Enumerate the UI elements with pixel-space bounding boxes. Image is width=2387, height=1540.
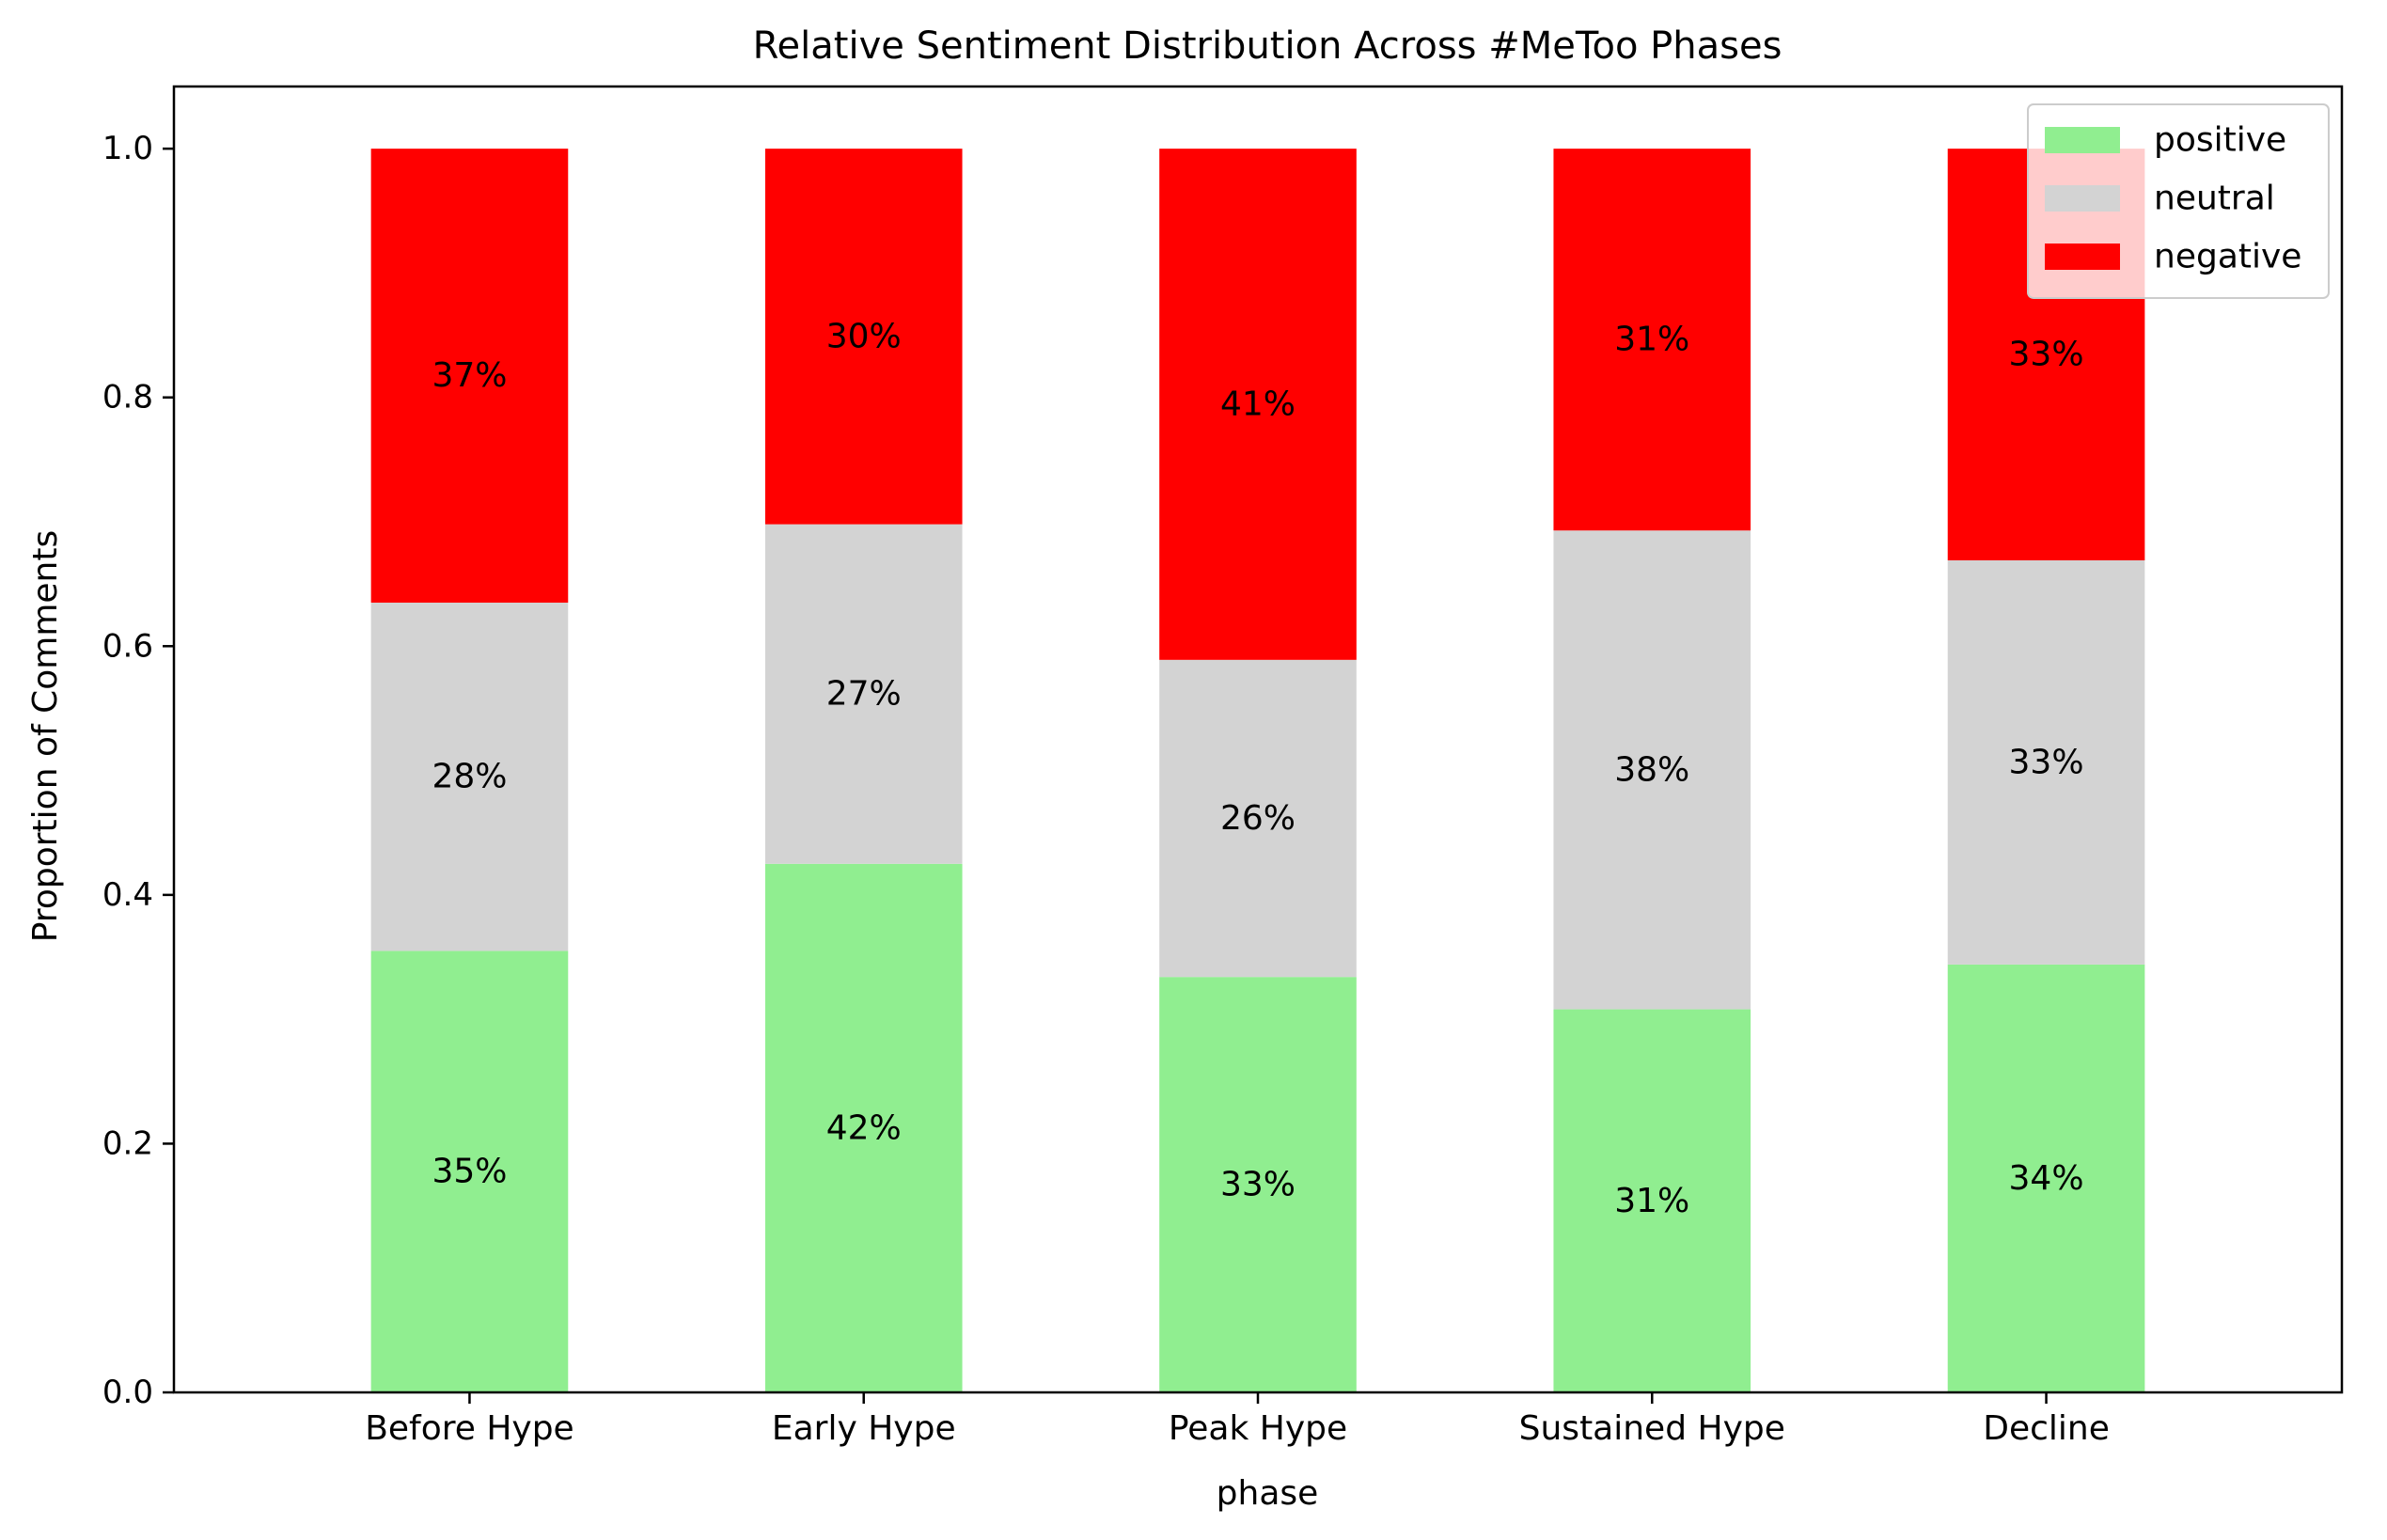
y-tick-label: 0.0: [102, 1374, 153, 1411]
x-tick-label: Before Hype: [365, 1409, 574, 1448]
bar-labels-layer: 35% 42% 33% 31% 34% 28% 27% 26% 38% 33% 37% 30% 41% 3…: [432, 317, 2083, 1219]
y-tick-label: 0.8: [102, 379, 153, 416]
bar-neutral-0: [370, 602, 569, 951]
bars-layer: [370, 149, 2145, 1392]
bar-positive-2: [1159, 977, 1357, 1392]
legend-swatch-neutral: [2045, 185, 2120, 212]
chart-title: Relative Sentiment Distribution Across #…: [753, 24, 1782, 68]
bar-label-neutral-4: 33%: [2009, 743, 2084, 781]
bar-positive-3: [1553, 1009, 1751, 1392]
bar-label-negative-1: 30%: [826, 317, 902, 355]
x-axis-label: phase: [1217, 1474, 1319, 1513]
bar-label-neutral-3: 38%: [1614, 750, 1689, 789]
bar-positive-0: [370, 951, 569, 1392]
bar-negative-2: [1159, 149, 1357, 660]
bar-neutral-4: [1947, 560, 2145, 965]
bar-label-positive-3: 31%: [1614, 1182, 1689, 1220]
bar-label-positive-4: 34%: [2009, 1159, 2084, 1198]
bar-label-positive-1: 42%: [826, 1108, 902, 1147]
x-tick-label: Early Hype: [772, 1409, 956, 1448]
bar-positive-1: [764, 863, 963, 1392]
legend-swatch-negative: [2045, 244, 2120, 270]
bar-label-negative-0: 37%: [432, 356, 507, 395]
y-tick-label: 1.0: [102, 130, 153, 167]
bar-label-neutral-1: 27%: [826, 675, 902, 714]
bar-neutral-1: [764, 524, 963, 864]
x-tick-label: Peak Hype: [1169, 1409, 1347, 1448]
bar-negative-1: [764, 149, 963, 525]
bar-positive-4: [1947, 964, 2145, 1392]
bar-label-negative-4: 33%: [2009, 336, 2084, 374]
bar-label-neutral-0: 28%: [432, 758, 507, 796]
y-axis-label: Proportion of Comments: [26, 530, 65, 942]
y-tick-label: 0.2: [102, 1124, 153, 1162]
legend-label-negative: negative: [2154, 238, 2301, 276]
legend-label-neutral: neutral: [2154, 180, 2275, 218]
bar-label-positive-2: 33%: [1220, 1166, 1296, 1204]
bar-label-neutral-2: 26%: [1220, 799, 1296, 838]
bar-neutral-3: [1553, 530, 1751, 1010]
bar-label-negative-2: 41%: [1220, 385, 1296, 423]
bar-negative-3: [1553, 149, 1751, 531]
x-tick-label: Decline: [1983, 1409, 2110, 1448]
legend: positive neutral negative: [2027, 103, 2330, 299]
bar-label-positive-0: 35%: [432, 1153, 507, 1191]
x-tick-label: Sustained Hype: [1519, 1409, 1785, 1448]
y-tick-label: 0.6: [102, 627, 153, 665]
y-tick-label: 0.4: [102, 876, 153, 914]
axes-layer: 0.0 0.2 0.4 0.6 0.8 1.0 Before Hype Early Hype P…: [102, 85, 2344, 1448]
bar-neutral-2: [1159, 659, 1357, 978]
legend-swatch-positive: [2045, 127, 2120, 153]
bar-negative-0: [370, 149, 569, 603]
bar-label-negative-3: 31%: [1614, 321, 1689, 359]
legend-label-positive: positive: [2154, 121, 2286, 160]
